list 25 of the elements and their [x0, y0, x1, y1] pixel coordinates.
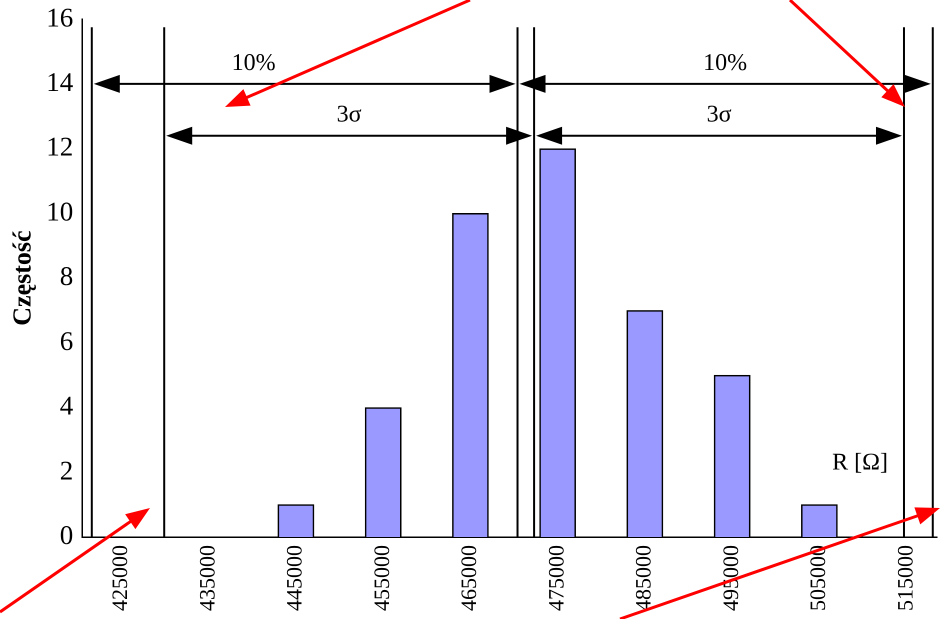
y-tick-label: 4 — [60, 390, 74, 421]
x-tick-label: 505000 — [805, 545, 830, 611]
annotation: 3σ — [706, 102, 732, 128]
y-tick-label: 6 — [60, 326, 74, 356]
x-tick-label: 435000 — [194, 545, 220, 611]
y-tick-label: 16 — [46, 2, 74, 32]
y-tick-label: 8 — [60, 261, 74, 292]
annotation: 10% — [232, 50, 276, 76]
x-tick-label: 445000 — [282, 545, 307, 611]
y-tick-label: 12 — [46, 132, 74, 162]
x-tick-label: 485000 — [630, 545, 656, 611]
annotation: 3σ — [336, 102, 362, 128]
y-axis-title: Częstość — [7, 230, 36, 326]
annotation: 10% — [703, 50, 748, 76]
y-tick-label: 10 — [46, 196, 74, 226]
x-tick-label: 425000 — [107, 545, 132, 611]
x-axis-title: R [Ω] — [832, 450, 888, 476]
x-tick-label: 495000 — [718, 545, 743, 611]
y-tick-label: 2 — [60, 455, 74, 486]
x-tick-label: 465000 — [456, 545, 482, 611]
x-tick-label: 455000 — [368, 545, 394, 611]
y-tick-label: 14 — [46, 67, 74, 98]
x-tick-label: 475000 — [543, 545, 568, 611]
x-tick-label: 515000 — [892, 545, 918, 611]
y-tick-label: 0 — [60, 520, 74, 550]
